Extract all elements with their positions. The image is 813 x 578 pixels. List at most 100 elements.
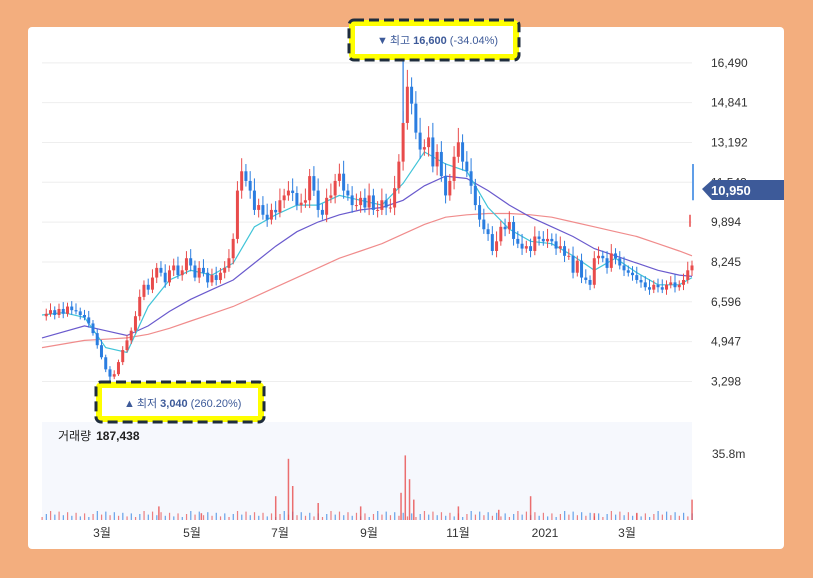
- candle: [605, 251, 609, 274]
- volume-bar: [415, 517, 417, 520]
- candle: [639, 275, 643, 288]
- volume-bar: [181, 517, 183, 520]
- candle: [614, 248, 618, 265]
- volume-bar: [377, 511, 379, 520]
- candle: [214, 266, 218, 286]
- high-value: 16,600: [413, 35, 447, 47]
- candle-body: [524, 246, 528, 249]
- y-tick-label: 9,894: [711, 215, 741, 229]
- candle-body: [121, 350, 125, 363]
- volume-bar: [45, 514, 47, 520]
- candle: [469, 158, 473, 195]
- volume-bar: [615, 514, 617, 520]
- candle-body: [197, 267, 201, 278]
- volume-bar: [479, 511, 481, 520]
- candle-body: [690, 265, 694, 271]
- candle: [473, 178, 477, 211]
- candle: [329, 183, 333, 204]
- volume-bar: [508, 517, 511, 520]
- candle: [78, 307, 82, 320]
- candle-body: [265, 214, 269, 220]
- candle: [291, 178, 295, 202]
- volume-bar: [287, 458, 290, 520]
- volume-bar: [627, 512, 629, 520]
- candle-body: [329, 195, 333, 198]
- volume-bar: [683, 512, 685, 520]
- candle: [261, 196, 265, 220]
- volume-bar: [551, 513, 553, 520]
- candle: [82, 309, 86, 321]
- candle: [172, 258, 176, 277]
- volume-bar: [555, 517, 557, 520]
- candle-body: [614, 253, 618, 259]
- volume-bar: [559, 514, 562, 520]
- volume-bar: [92, 514, 94, 520]
- y-tick-label: 13,192: [711, 135, 748, 149]
- candle-body: [180, 270, 184, 276]
- current-price-tag: 10,950: [702, 180, 784, 200]
- candle: [150, 269, 154, 294]
- x-tick-label: 9월: [360, 526, 378, 540]
- candle: [673, 274, 677, 293]
- volume-bar: [500, 516, 502, 520]
- volume-bar: [134, 517, 137, 520]
- candle: [418, 117, 422, 159]
- candle: [376, 201, 380, 218]
- high-callout: ▼ 최고 16,600 (-34.04%): [347, 18, 521, 62]
- candle: [592, 251, 596, 289]
- candle: [180, 265, 184, 281]
- candle: [133, 311, 137, 334]
- y-tick-label: 4,947: [711, 335, 741, 349]
- candle-body: [189, 258, 193, 266]
- volume-bar: [406, 516, 409, 520]
- candle-body: [78, 311, 82, 315]
- volume-bar: [249, 515, 251, 520]
- candle: [622, 256, 626, 277]
- candle: [554, 233, 558, 255]
- volume-bar: [581, 512, 583, 520]
- volume-bar: [359, 506, 362, 520]
- candle-body: [529, 246, 533, 251]
- volume-bar: [279, 514, 281, 520]
- candle: [686, 261, 690, 284]
- volume-bar: [66, 512, 69, 520]
- candle: [282, 188, 286, 209]
- candle-body: [669, 282, 673, 285]
- candle: [478, 196, 482, 227]
- high-change: (-34.04%): [450, 35, 498, 47]
- volume-bar: [62, 515, 64, 520]
- low-change: (260.20%): [191, 398, 242, 410]
- volume-bar: [487, 512, 489, 520]
- volume-bar: [49, 511, 52, 520]
- volume-bar: [411, 513, 413, 520]
- candle-body: [660, 287, 664, 290]
- volume-bar: [253, 512, 256, 520]
- volume-bar: [585, 515, 587, 520]
- volume-bar: [404, 455, 407, 520]
- candle: [482, 208, 486, 234]
- candle: [660, 279, 664, 294]
- candle: [571, 246, 575, 279]
- volume-bar: [202, 515, 205, 520]
- candle: [325, 188, 329, 223]
- candle-body: [448, 180, 452, 196]
- candle-body: [461, 142, 465, 162]
- candle: [439, 141, 443, 182]
- candle: [490, 226, 494, 256]
- x-tick-label: 3월: [618, 526, 636, 540]
- candle: [312, 166, 316, 197]
- candle: [44, 308, 48, 321]
- candle-body: [541, 238, 545, 242]
- candle: [104, 354, 108, 373]
- candle-body: [333, 180, 337, 196]
- volume-bar: [402, 512, 404, 520]
- high-label: 최고: [390, 34, 410, 47]
- candle-body: [61, 308, 65, 314]
- candle: [112, 370, 116, 380]
- candle-body: [452, 156, 456, 181]
- candle-body: [495, 241, 499, 251]
- candle-body: [456, 142, 460, 157]
- candle: [61, 302, 65, 319]
- candle: [163, 264, 167, 288]
- candle: [223, 261, 227, 279]
